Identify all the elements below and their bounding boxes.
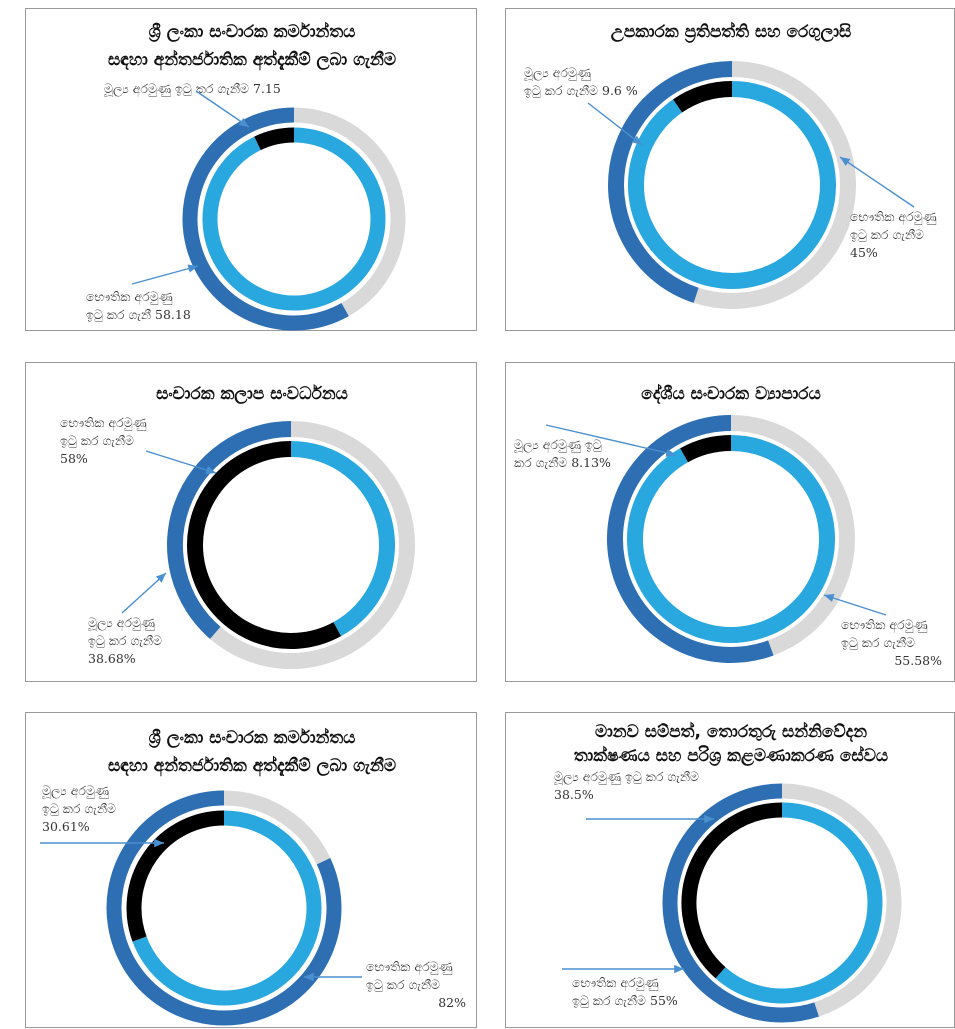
outer-ring-remainder-segment: [223, 790, 331, 865]
inner-ring-remainder-segment: [202, 127, 386, 311]
inner-ring-remainder-segment: [132, 810, 322, 1006]
chart-panel-3: සංචාරක කලාප සංවර්ධනය භෞතික අරමුණු ඉටු කර…: [25, 362, 477, 682]
inner-ring-value-segment: [187, 441, 342, 649]
chart-title-line-1: ශ්‍රී ලංකා සංචාරක කර්මාන්තය: [149, 727, 356, 749]
chart-panel-2: උපකාරක ප්‍රතිපත්ති සහ රෙගුලාසි මූල්‍ය අර…: [505, 8, 955, 331]
label-outer-line-3: 38.68%: [88, 651, 136, 666]
inner-ring-value-segment: [681, 802, 783, 979]
leader-arrow-outer: [839, 156, 915, 208]
label-outer-line-1: භෞතික අරමුණු: [366, 959, 454, 975]
donut-chart-6: මානව සම්පත්, තොරතුරු සන්නිවේදන තාක්ෂණය ස…: [553, 721, 902, 1023]
outer-ring-remainder-segment: [781, 783, 902, 1017]
outer-ring-value-segment: [182, 107, 349, 331]
donut-chart-3: සංචාරක කලාප සංවර්ධනය භෞතික අරමුණු ඉටු කර…: [60, 384, 415, 669]
donut-chart-1: ශ්‍රී ලංකා සංචාරක කර්මාන්තය සඳහා අන්තර්ජ…: [86, 21, 406, 331]
outer-ring-value-segment: [608, 61, 733, 303]
label-inner-line-3: 58%: [60, 451, 88, 466]
chart-title-line-2: සඳහා අන්තර්ජාතික අත්දැකීම් ලබා ගැනීම: [108, 755, 396, 777]
label-outer-line-2: ඉටු කර ගැනීම: [88, 633, 162, 648]
chart-title-line-1: දේශීය සංචාරක ව්‍යාපාරය: [641, 383, 821, 405]
outer-ring-value-segment: [167, 421, 292, 639]
label-outer-line-3: 45%: [850, 245, 878, 260]
chart-title-line-2: තාක්ෂණය සහ පරිශ්‍ර කළමණාකරණ සේවය: [574, 745, 888, 767]
label-outer-line-1: භෞතික අරමුණු: [850, 209, 938, 225]
outer-ring-remainder-segment: [210, 421, 415, 669]
inner-ring-remainder-segment: [628, 81, 836, 289]
label-inner-line-1: මූල්‍ය අරමුණු: [41, 783, 110, 799]
chart-panel-4: දේශීය සංචාරක ව්‍යාපාරය මූල්‍ය අරමුණු ඉටු…: [505, 362, 955, 682]
label-inner-line-1: භෞතික අරමුණු: [60, 415, 148, 431]
label-outer-line-2: ඉටු කර ගැනීම: [841, 635, 915, 650]
leader-arrow-inner: [587, 102, 643, 146]
chart-title-line-1: උපකාරක ප්‍රතිපත්ති සහ රෙගුලාසි: [611, 21, 852, 43]
outer-ring-remainder-segment: [730, 415, 855, 656]
inner-ring-value-segment: [680, 435, 732, 463]
label-outer-line-3: 82%: [438, 995, 466, 1010]
label-inner-line-2: 38.5%: [554, 787, 594, 802]
label-outer-line-1: භෞතික අරමුණු: [86, 289, 174, 305]
outer-ring-remainder-segment: [293, 107, 406, 317]
donut-chart-4: දේශීය සංචාරක ව්‍යාපාරය මූල්‍ය අරමුණු ඉටු…: [513, 383, 942, 668]
chart-title-line-1: සංචාරක කලාප සංවර්ධනය: [156, 384, 348, 405]
inner-ring-value-segment: [673, 81, 733, 113]
outer-ring-value-segment: [106, 790, 342, 1026]
inner-ring-value-segment: [126, 810, 225, 942]
leader-arrow-inner: [545, 424, 677, 457]
inner-ring-value-segment: [254, 127, 295, 151]
leader-arrow-inner: [145, 450, 217, 475]
label-inner-line-3: 30.61%: [42, 819, 90, 834]
label-inner-line-2: ඉටු කර ගැනීම: [60, 433, 134, 448]
label-inner-line-1: මූල්‍ය අරමුණු ඉටු කර ගැනීම: [553, 769, 699, 785]
inner-ring-remainder-segment: [627, 435, 835, 643]
label-outer-line-2: ඉටු කර ගැනීම: [366, 977, 440, 992]
label-inner-line-1: මූල්‍ය අරමුණු: [523, 65, 592, 81]
leader-arrow-inner: [195, 90, 250, 128]
chart-title-line-1: ශ්‍රී ලංකා සංචාරක කර්මාන්තය: [149, 21, 356, 43]
label-outer-line-2: ඉටු කර ගැනීම 55%: [572, 993, 678, 1008]
chart-panel-5: ශ්‍රී ලංකා සංචාරක කර්මාන්තය සඳහා අන්තර්ජ…: [25, 712, 477, 1028]
label-outer-line-2: ඉටු කර ගැනී 58.18: [86, 307, 191, 322]
inner-ring-remainder-segment: [715, 802, 883, 1004]
inner-ring-remainder-segment: [290, 441, 396, 637]
chart-title-line-1: මානව සම්පත්, තොරතුරු සන්නිවේදන: [595, 721, 867, 743]
leader-arrow-outer: [131, 264, 199, 285]
label-outer-line-2: ඉටු කර ගැනීම: [850, 227, 924, 242]
label-inner-line-1: මූල්‍ය අරමුණු ඉටු කර ගැනීම 7.15: [103, 81, 281, 97]
label-inner-line-1: මූල්‍ය අරමුණු ඉටු: [513, 437, 602, 453]
chart-title-line-2: සඳහා අන්තර්ජාතික අත්දැකීම් ලබා ගැනීම: [108, 49, 396, 71]
outer-ring-value-segment: [662, 783, 819, 1023]
outer-ring-value-segment: [607, 415, 774, 663]
label-inner-line-2: ඉටු කර ගැනීම: [42, 801, 116, 816]
chart-panel-1: ශ්‍රී ලංකා සංචාරක කර්මාන්තය සඳහා අන්තර්ජ…: [25, 8, 477, 331]
label-outer-line-1: මූල්‍ය අරමුණු: [87, 615, 156, 631]
label-outer-line-1: භෞතික අරමුණු: [841, 617, 929, 633]
outer-ring-remainder-segment: [693, 61, 856, 309]
label-outer-line-1: භෞතික අරමුණු: [572, 975, 660, 991]
donut-chart-5: ශ්‍රී ලංකා සංචාරක කර්මාන්තය සඳහා අන්තර්ජ…: [40, 727, 466, 1026]
label-inner-line-2: ඉටු කර ගැනීම 9.6 %: [524, 83, 638, 98]
label-inner-line-2: කර ගැනීම 8.13%: [514, 455, 611, 470]
leader-arrow-outer: [823, 594, 887, 616]
chart-panel-6: මානව සම්පත්, තොරතුරු සන්නිවේදන තාක්ෂණය ස…: [505, 712, 955, 1028]
label-outer-line-3: 55.58%: [894, 653, 942, 668]
donut-chart-2: උපකාරක ප්‍රතිපත්ති සහ රෙගුලාසි මූල්‍ය අර…: [523, 21, 938, 309]
leader-arrow-outer: [121, 572, 167, 614]
